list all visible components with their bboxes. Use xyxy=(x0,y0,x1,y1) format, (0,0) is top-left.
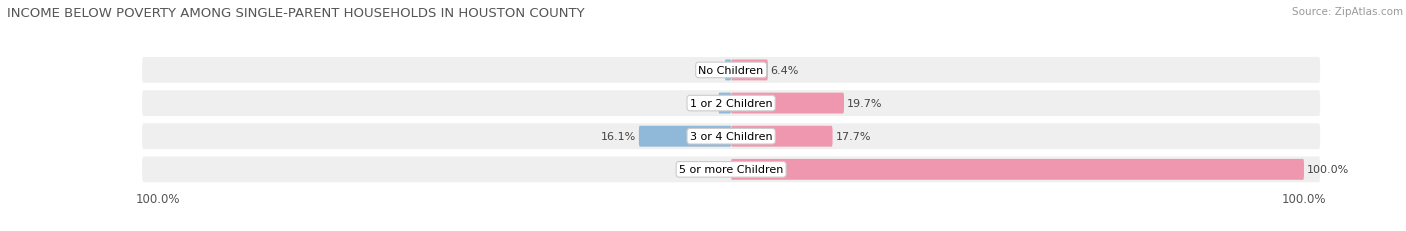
FancyBboxPatch shape xyxy=(638,126,731,147)
FancyBboxPatch shape xyxy=(141,90,1322,118)
Text: 1.1%: 1.1% xyxy=(693,66,721,76)
Text: Source: ZipAtlas.com: Source: ZipAtlas.com xyxy=(1292,7,1403,17)
Text: 0.0%: 0.0% xyxy=(700,165,728,175)
FancyBboxPatch shape xyxy=(141,57,1322,85)
Text: 19.7%: 19.7% xyxy=(846,99,883,109)
FancyBboxPatch shape xyxy=(731,126,832,147)
Text: 5 or more Children: 5 or more Children xyxy=(679,165,783,175)
Text: 3 or 4 Children: 3 or 4 Children xyxy=(690,132,772,142)
Text: No Children: No Children xyxy=(699,66,763,76)
Text: 17.7%: 17.7% xyxy=(835,132,870,142)
FancyBboxPatch shape xyxy=(141,123,1322,150)
Text: 6.4%: 6.4% xyxy=(770,66,799,76)
FancyBboxPatch shape xyxy=(141,156,1322,183)
FancyBboxPatch shape xyxy=(731,60,768,81)
FancyBboxPatch shape xyxy=(724,60,731,81)
FancyBboxPatch shape xyxy=(718,93,731,114)
Text: 16.1%: 16.1% xyxy=(600,132,636,142)
Text: 1 or 2 Children: 1 or 2 Children xyxy=(690,99,772,109)
Text: INCOME BELOW POVERTY AMONG SINGLE-PARENT HOUSEHOLDS IN HOUSTON COUNTY: INCOME BELOW POVERTY AMONG SINGLE-PARENT… xyxy=(7,7,585,20)
Text: 100.0%: 100.0% xyxy=(1306,165,1348,175)
Text: 2.2%: 2.2% xyxy=(688,99,716,109)
FancyBboxPatch shape xyxy=(731,159,1303,180)
FancyBboxPatch shape xyxy=(731,93,844,114)
